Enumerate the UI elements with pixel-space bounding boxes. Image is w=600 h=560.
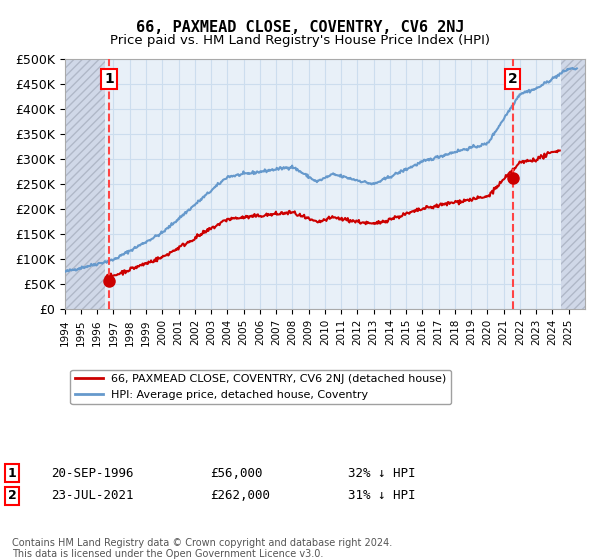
Text: 1: 1 bbox=[8, 466, 16, 480]
Text: 1: 1 bbox=[104, 72, 114, 86]
Text: 23-JUL-2021: 23-JUL-2021 bbox=[51, 489, 133, 502]
Text: £56,000: £56,000 bbox=[210, 466, 263, 480]
Text: Contains HM Land Registry data © Crown copyright and database right 2024.
This d: Contains HM Land Registry data © Crown c… bbox=[12, 538, 392, 559]
Text: £262,000: £262,000 bbox=[210, 489, 270, 502]
Bar bbox=[65, 59, 106, 309]
Text: 32% ↓ HPI: 32% ↓ HPI bbox=[348, 466, 415, 480]
Bar bbox=[560, 59, 585, 309]
Legend: 66, PAXMEAD CLOSE, COVENTRY, CV6 2NJ (detached house), HPI: Average price, detac: 66, PAXMEAD CLOSE, COVENTRY, CV6 2NJ (de… bbox=[70, 370, 451, 404]
Text: 31% ↓ HPI: 31% ↓ HPI bbox=[348, 489, 415, 502]
Text: 2: 2 bbox=[508, 72, 518, 86]
Text: 66, PAXMEAD CLOSE, COVENTRY, CV6 2NJ: 66, PAXMEAD CLOSE, COVENTRY, CV6 2NJ bbox=[136, 20, 464, 35]
Text: Price paid vs. HM Land Registry's House Price Index (HPI): Price paid vs. HM Land Registry's House … bbox=[110, 34, 490, 46]
Text: 20-SEP-1996: 20-SEP-1996 bbox=[51, 466, 133, 480]
Text: 2: 2 bbox=[8, 489, 16, 502]
